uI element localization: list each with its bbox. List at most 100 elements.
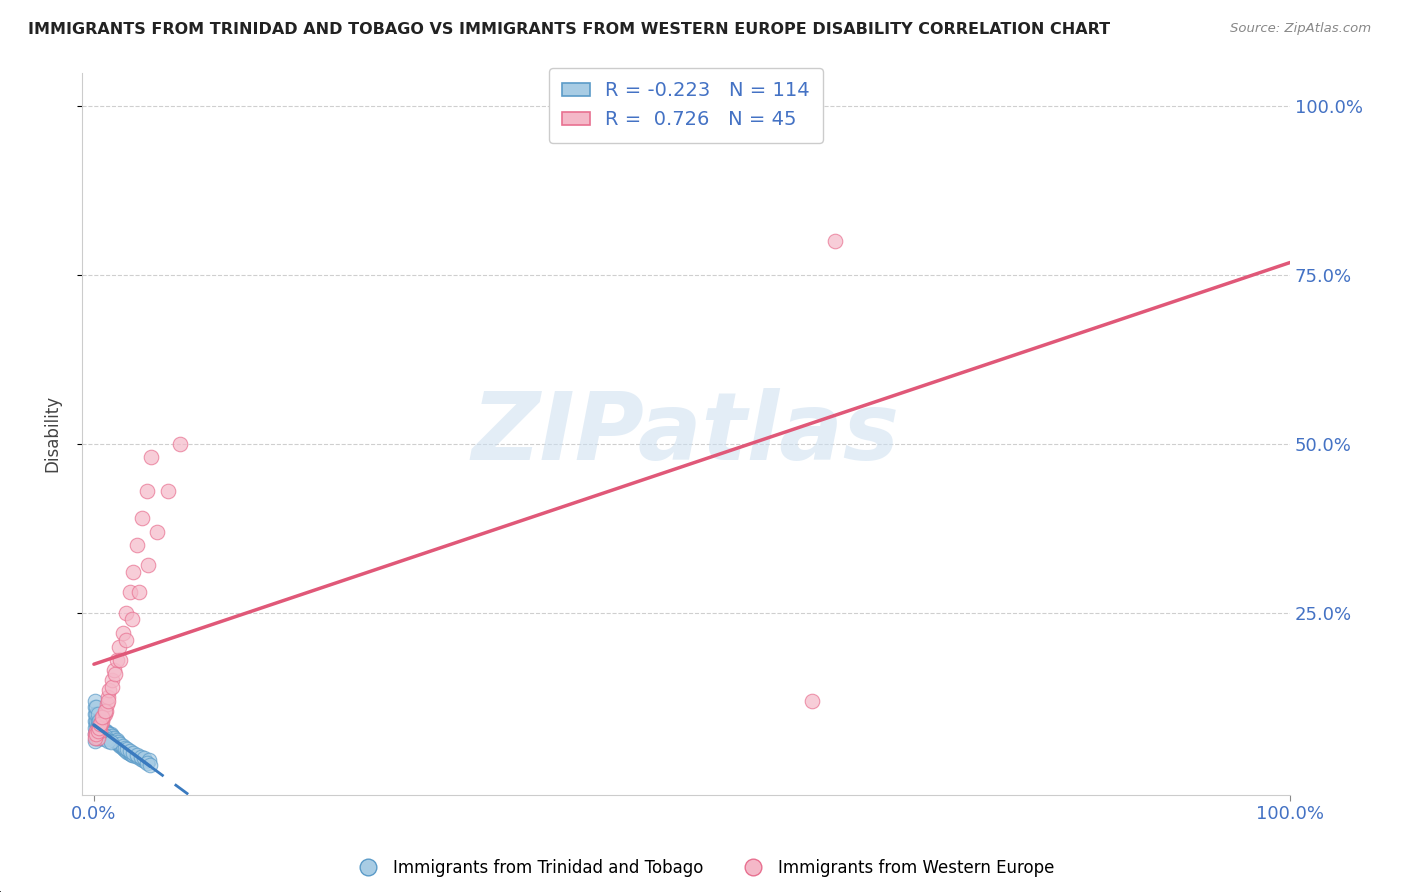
Point	[86, 723, 108, 738]
Point	[94, 731, 117, 746]
Point	[93, 706, 115, 721]
Point	[101, 673, 124, 688]
Point	[100, 731, 122, 745]
Point	[87, 731, 110, 745]
Point	[93, 704, 115, 718]
Point	[90, 717, 112, 731]
Point	[89, 723, 111, 738]
Point	[110, 653, 132, 667]
Point	[115, 606, 138, 620]
Text: Source: ZipAtlas.com: Source: ZipAtlas.com	[1230, 22, 1371, 36]
Point	[100, 727, 122, 741]
Point	[93, 723, 115, 738]
Point	[91, 723, 114, 738]
Point	[90, 731, 112, 745]
Point	[86, 706, 108, 721]
Point	[125, 747, 148, 762]
Point	[101, 731, 124, 745]
Point	[84, 727, 107, 741]
Point	[89, 721, 111, 735]
Legend: Immigrants from Trinidad and Tobago, Immigrants from Western Europe: Immigrants from Trinidad and Tobago, Imm…	[344, 853, 1062, 884]
Point	[98, 727, 121, 741]
Point	[101, 731, 124, 746]
Point	[90, 721, 112, 735]
Point	[90, 723, 112, 738]
Point	[105, 735, 128, 749]
Point	[84, 714, 107, 728]
Point	[97, 690, 120, 705]
Point	[824, 235, 846, 249]
Point	[89, 727, 111, 741]
Point	[84, 706, 107, 721]
Point	[120, 747, 142, 761]
Point	[94, 727, 117, 741]
Point	[89, 721, 111, 735]
Point	[118, 744, 141, 758]
Point	[91, 710, 114, 724]
Point	[91, 714, 114, 728]
Point	[136, 558, 159, 573]
Point	[84, 731, 107, 745]
Point	[101, 729, 124, 743]
Point	[122, 566, 145, 580]
Point	[86, 731, 108, 745]
Point	[87, 714, 110, 728]
Point	[111, 626, 134, 640]
Point	[118, 746, 141, 760]
Point	[134, 754, 156, 768]
Point	[93, 710, 115, 724]
Point	[117, 745, 139, 759]
Point	[135, 756, 157, 770]
Point	[121, 613, 143, 627]
Point	[114, 743, 136, 757]
Point	[84, 693, 107, 707]
Point	[84, 721, 107, 735]
Point	[108, 738, 131, 752]
Point	[128, 585, 150, 599]
Point	[84, 723, 107, 738]
Point	[101, 731, 124, 746]
Point	[86, 723, 108, 738]
Point	[84, 727, 107, 741]
Point	[84, 727, 107, 741]
Point	[135, 484, 157, 499]
Point	[86, 727, 108, 741]
Point	[84, 731, 107, 745]
Point	[121, 747, 143, 762]
Point	[800, 693, 823, 707]
Point	[84, 734, 107, 748]
Point	[84, 717, 107, 731]
Point	[98, 731, 121, 745]
Point	[84, 706, 107, 721]
Point	[94, 727, 117, 741]
Point	[118, 585, 141, 599]
Point	[89, 717, 111, 731]
Point	[98, 729, 121, 743]
Point	[110, 739, 132, 754]
Point	[129, 749, 152, 764]
Point	[87, 721, 110, 735]
Point	[89, 723, 111, 738]
Point	[127, 750, 149, 764]
Point	[91, 723, 114, 738]
Point	[96, 726, 118, 740]
Point	[103, 663, 125, 677]
Point	[107, 737, 129, 751]
Point	[107, 735, 129, 749]
Point	[141, 450, 163, 465]
Point	[93, 727, 115, 741]
Point	[104, 734, 127, 748]
Point	[104, 666, 127, 681]
Point	[84, 714, 107, 728]
Point	[91, 727, 114, 741]
Point	[84, 700, 107, 714]
Point	[100, 735, 122, 749]
Point	[131, 511, 153, 525]
Point	[122, 746, 145, 760]
Point	[112, 742, 135, 756]
Point	[138, 753, 160, 767]
Point	[122, 748, 145, 763]
Point	[101, 729, 124, 743]
Point	[111, 740, 134, 755]
Point	[87, 727, 110, 741]
